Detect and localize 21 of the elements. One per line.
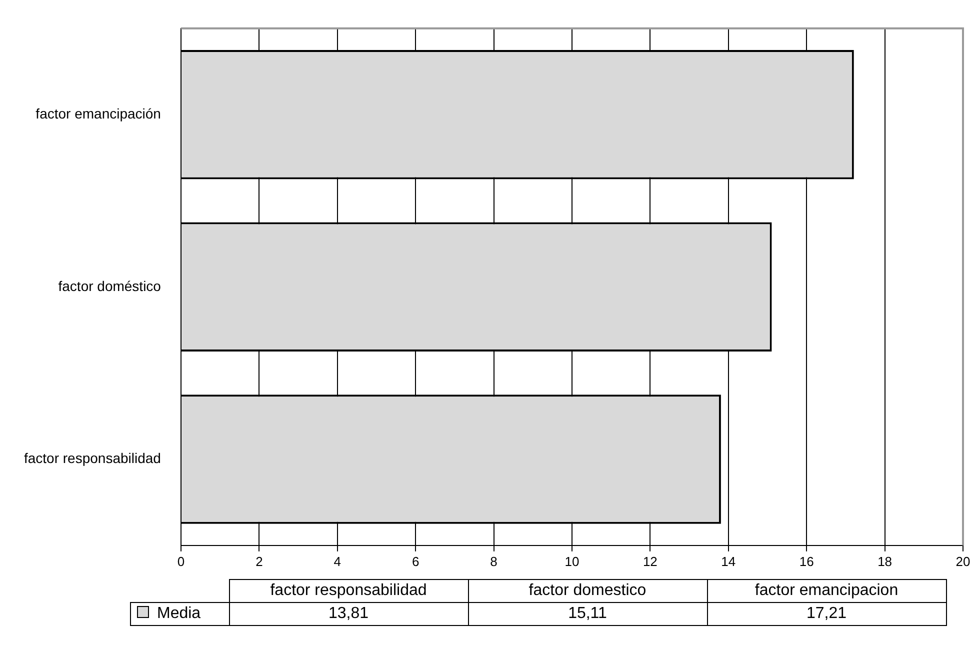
x-tick-label: 4: [334, 554, 341, 569]
x-tick-label: 10: [564, 554, 580, 569]
x-tick-label: 18: [878, 554, 892, 569]
text: Media: [130, 602, 229, 626]
text: 13,81: [229, 602, 468, 626]
text: factor emancipacion: [707, 580, 946, 602]
text: factor responsabilidad: [229, 580, 468, 602]
x-tick-label: 8: [490, 554, 498, 569]
text: 15,11: [468, 602, 707, 626]
x-tick-label: 16: [799, 554, 814, 569]
x-tick-label: 6: [412, 554, 420, 569]
x-tick-label: 2: [256, 554, 263, 569]
x-tick-label: 12: [642, 554, 658, 569]
text: factor domestico: [468, 580, 707, 602]
x-tick-label: 0: [177, 554, 185, 569]
text: 17,21: [707, 602, 946, 626]
x-tick-label: 20: [956, 554, 970, 569]
y-tick-label: factor emancipación: [36, 105, 161, 122]
y-tick-label: factor responsabilidad: [24, 450, 161, 466]
x-tick-label: 14: [721, 554, 736, 569]
y-tick-label: factor doméstico: [58, 278, 162, 294]
